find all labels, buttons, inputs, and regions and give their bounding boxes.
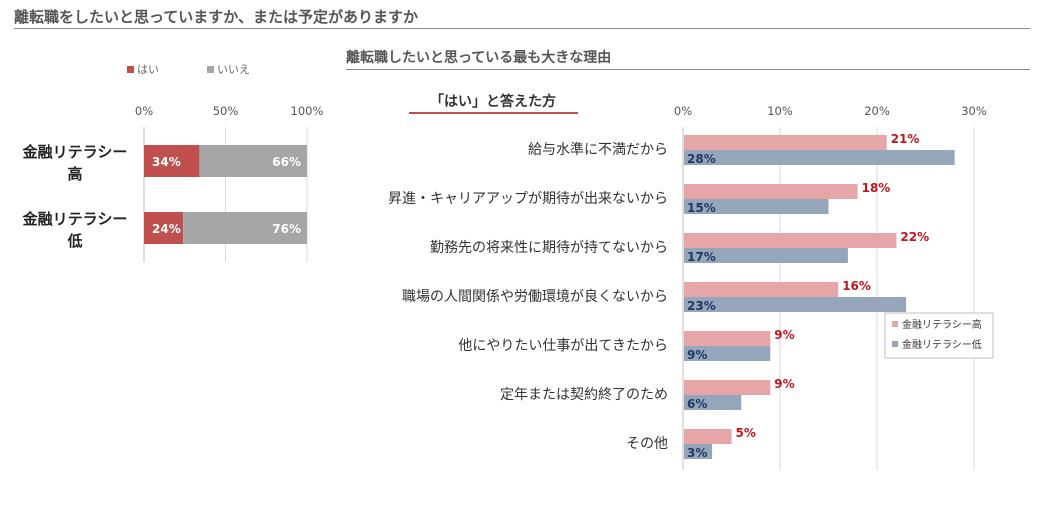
legend-label-0: はい <box>137 63 159 76</box>
data-label: 5% <box>736 426 756 440</box>
x-tick-label: 30% <box>961 104 987 118</box>
x-tick-label: 0% <box>674 104 692 118</box>
data-label: 24% <box>152 222 181 236</box>
data-label: 34% <box>152 155 181 169</box>
bar-literacy-high <box>684 184 858 199</box>
category-label: 職場の人間関係や労働環境が良くないから <box>402 289 668 305</box>
category-label: 金融リテラシー <box>22 143 128 161</box>
bar-yes <box>144 212 184 244</box>
data-label: 17% <box>687 250 716 264</box>
reason-section-divider <box>346 69 1030 70</box>
x-tick-label: 0% <box>135 104 153 118</box>
data-label: 9% <box>774 328 794 342</box>
legend-label-0: 金融リテラシー高 <box>902 318 982 331</box>
category-label: 給与水準に不満だから <box>528 142 668 158</box>
category-label: その他 <box>626 436 668 452</box>
data-label: 66% <box>272 155 301 169</box>
bar-literacy-low <box>684 297 907 312</box>
title-divider <box>14 28 1030 29</box>
bar-literacy-low <box>684 395 742 410</box>
bar-literacy-low <box>684 346 771 361</box>
bar-literacy-low <box>684 248 848 263</box>
category-label: 金融リテラシー <box>22 210 128 228</box>
legend-box <box>884 312 994 359</box>
data-label: 21% <box>891 132 920 146</box>
category-label: 高 <box>67 165 82 183</box>
category-label: 昇進・キャリアアップが期待が出来ないから <box>388 191 668 207</box>
x-tick-label: 50% <box>213 104 239 118</box>
category-label: 低 <box>66 232 82 250</box>
bar-literacy-high <box>684 233 897 248</box>
data-label: 15% <box>687 201 716 215</box>
data-label: 28% <box>687 152 716 166</box>
x-tick-label: 10% <box>767 104 793 118</box>
bar-no <box>199 145 307 177</box>
legend-swatch-1 <box>207 66 214 73</box>
bar-yes <box>144 145 200 177</box>
yes-no-chart: はい いいえ 0% 50% 100% 金融リテラシー高 34% 66% 金融リテラシー低 24% 7… <box>22 63 324 262</box>
data-label: 23% <box>687 299 716 313</box>
legend-label-1: 金融リテラシー低 <box>902 338 982 351</box>
data-label: 18% <box>862 181 891 195</box>
x-tick-label: 100% <box>291 104 324 118</box>
data-label: 6% <box>687 397 707 411</box>
bar-literacy-low <box>684 199 829 214</box>
x-tick-label: 20% <box>864 104 890 118</box>
page-title: 離転職をしたいと思っていますか、または予定がありますか <box>14 8 418 26</box>
bar-literacy-low <box>684 444 713 459</box>
category-label: 勤務先の将来性に期待が持てないから <box>430 240 668 256</box>
data-label: 22% <box>900 230 929 244</box>
legend-swatch-1 <box>892 341 898 347</box>
bar-literacy-low <box>684 150 955 165</box>
data-label: 3% <box>687 446 707 460</box>
bar-literacy-high <box>684 282 839 297</box>
legend-swatch-0 <box>892 321 898 327</box>
data-label: 16% <box>842 279 871 293</box>
chart-subtitle: 「はい」と答えた方 <box>430 93 556 110</box>
bar-literacy-high <box>684 331 771 346</box>
category-label: 他にやりたい仕事が出てきたから <box>458 338 668 354</box>
category-label: 定年または契約終了のため <box>500 387 668 403</box>
reason-section-title: 離転職したいと思っている最も大きな理由 <box>346 50 612 66</box>
legend-label-1: いいえ <box>217 63 250 76</box>
bar-literacy-high <box>684 380 771 395</box>
data-label: 76% <box>272 222 301 236</box>
legend-swatch-0 <box>127 66 134 73</box>
bar-no <box>183 212 307 244</box>
data-label: 9% <box>687 348 707 362</box>
bar-literacy-high <box>684 429 732 444</box>
data-label: 9% <box>774 377 794 391</box>
bar-literacy-high <box>684 135 887 150</box>
